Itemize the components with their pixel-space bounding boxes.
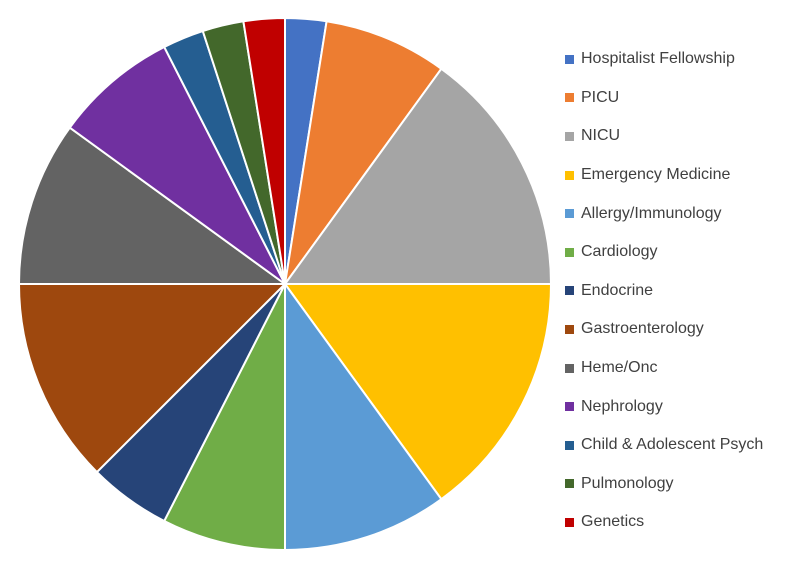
- legend-item: Gastroenterology: [565, 310, 763, 349]
- legend-item: Child & Adolescent Psych: [565, 426, 763, 465]
- legend-item: Pulmonology: [565, 465, 763, 504]
- legend-item: Heme/Onc: [565, 349, 763, 388]
- legend-item: PICU: [565, 79, 763, 118]
- legend-label: Allergy/Immunology: [581, 204, 722, 222]
- pie-slice-cardiology: [162, 283, 286, 552]
- legend-swatch-icon: [565, 363, 574, 373]
- pie-slice-emergency-medicine: [283, 283, 553, 501]
- legend-label: Gastroenterology: [581, 320, 704, 338]
- legend-swatch-icon: [565, 517, 574, 527]
- legend-item: Emergency Medicine: [565, 156, 763, 195]
- legend-swatch-icon: [565, 170, 574, 180]
- legend-label: Pulmonology: [581, 474, 674, 492]
- chart-legend: Hospitalist Fellowship PICU NICU Emergen…: [565, 40, 763, 542]
- legend-swatch-icon: [565, 209, 574, 219]
- legend-swatch-icon: [565, 54, 574, 64]
- legend-swatch-icon: [565, 247, 574, 257]
- pie-chart: [17, 16, 553, 552]
- legend-label: Nephrology: [581, 397, 663, 415]
- legend-item: Endocrine: [565, 272, 763, 311]
- legend-label: Genetics: [581, 513, 645, 531]
- pie-slice-allergy-immunology: [284, 280, 443, 552]
- legend-label: NICU: [581, 127, 621, 145]
- legend-label: Child & Adolescent Psych: [581, 436, 764, 454]
- pie-slice-picu: [284, 20, 443, 285]
- legend-item: Hospitalist Fellowship: [565, 40, 763, 79]
- legend-item: Cardiology: [565, 233, 763, 272]
- pie-slice-heme-onc: [17, 126, 289, 285]
- legend-swatch-icon: [565, 131, 574, 141]
- legend-item: Allergy/Immunology: [565, 194, 763, 233]
- pie-slice-nicu: [283, 67, 553, 285]
- legend-swatch-icon: [565, 479, 574, 489]
- pie-slice-gastroenterology: [17, 283, 288, 474]
- legend-item: Nephrology: [565, 387, 763, 426]
- legend-swatch-icon: [565, 324, 574, 334]
- legend-item: NICU: [565, 117, 763, 156]
- legend-swatch-icon: [565, 93, 574, 103]
- legend-label: Cardiology: [581, 243, 658, 261]
- legend-swatch-icon: [565, 402, 574, 412]
- pie-slice-genetics: [242, 16, 286, 285]
- legend-item: Genetics: [565, 503, 763, 542]
- legend-swatch-icon: [565, 286, 574, 296]
- pie-slice-nephrology: [68, 45, 286, 285]
- legend-label: Heme/Onc: [581, 359, 658, 377]
- legend-swatch-icon: [565, 440, 574, 450]
- legend-label: Emergency Medicine: [581, 166, 731, 184]
- legend-label: PICU: [581, 88, 620, 106]
- legend-label: Endocrine: [581, 281, 654, 299]
- legend-label: Hospitalist Fellowship: [581, 50, 735, 68]
